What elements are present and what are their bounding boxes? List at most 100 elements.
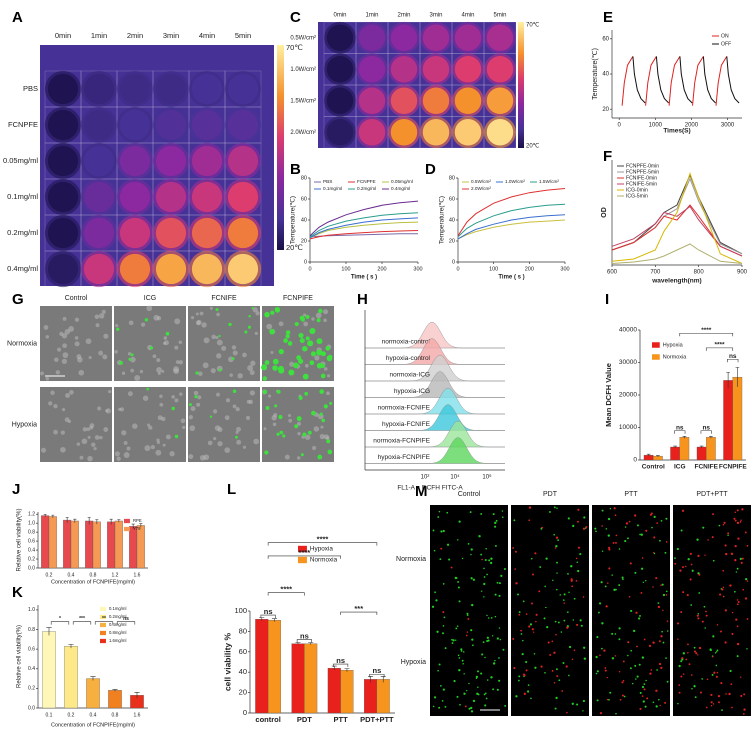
- cell-spot: [300, 453, 304, 457]
- cell-spot: [606, 676, 609, 679]
- cell-spot: [534, 666, 537, 669]
- panel-label: K: [12, 584, 23, 601]
- x-tick-label: ICG: [674, 464, 686, 471]
- cell-spot: [441, 700, 444, 702]
- legend-label: 0.05mg/ml: [391, 179, 413, 184]
- cell-spot: [653, 551, 655, 554]
- cell-spot: [722, 569, 725, 572]
- cell-spot: [50, 390, 55, 395]
- error-bar: [646, 453, 651, 457]
- cell-spot: [622, 578, 624, 580]
- y-tick-label: 40: [239, 667, 247, 676]
- cell-spot: [528, 519, 531, 522]
- y-tick-label: 1.0: [28, 521, 35, 527]
- cell-spot: [480, 553, 483, 556]
- legend-swatch: [100, 638, 106, 644]
- cell-spot: [618, 627, 621, 630]
- cell-spot: [686, 594, 689, 597]
- cell-spot: [74, 341, 80, 347]
- cell-spot: [736, 642, 740, 646]
- cell-spot: [99, 435, 103, 440]
- cell-spot: [652, 586, 654, 588]
- column-label: 1min: [91, 31, 107, 40]
- error-bar: [134, 692, 140, 699]
- cell-spot: [316, 338, 323, 345]
- cell-spot: [522, 600, 525, 603]
- cell-spot: [662, 609, 664, 612]
- bracket: [333, 663, 349, 668]
- cell-spot: [199, 454, 206, 461]
- y-tick-label: 1.2: [28, 512, 35, 518]
- cell-spot: [618, 548, 621, 550]
- y-tick-label: 80: [239, 626, 247, 635]
- cell-spot: [480, 513, 483, 515]
- cell-spot: [283, 338, 288, 343]
- cell-spot: [221, 345, 227, 351]
- cell-spot: [498, 594, 501, 597]
- cell-spot: [544, 585, 547, 588]
- cell-spot: [651, 526, 653, 529]
- cell-spot: [487, 617, 490, 619]
- error-bar: [87, 517, 91, 525]
- cell-spot: [645, 679, 647, 682]
- cell-spot: [516, 593, 520, 596]
- cell-spot: [689, 578, 692, 581]
- cell-spot: [325, 345, 331, 351]
- cell-spot: [634, 664, 637, 667]
- cell-spot: [464, 705, 467, 708]
- cell-spot: [744, 597, 748, 600]
- error-bar: [73, 518, 77, 523]
- cell-spot: [316, 318, 321, 323]
- thermal-spot: [486, 24, 514, 51]
- cell-spot: [515, 695, 518, 698]
- thermal-spot: [47, 253, 79, 285]
- cell-spot: [193, 390, 199, 396]
- x-tick-label: 800: [694, 270, 705, 276]
- cell-spot: [484, 704, 487, 707]
- cell-spot: [521, 652, 524, 656]
- y-tick-label: 80: [301, 175, 307, 181]
- cell-spot: [481, 653, 484, 656]
- x-tick-label: 0: [456, 266, 459, 272]
- x-axis-label: Times(S): [663, 128, 690, 135]
- cell-spot: [562, 662, 565, 665]
- bar: [85, 520, 94, 569]
- cell-spot: [562, 599, 565, 601]
- histogram: [365, 322, 505, 349]
- thermal-spot: [155, 73, 187, 105]
- cell-spot: [606, 698, 609, 701]
- cell-spot: [320, 373, 326, 379]
- cell-spot: [634, 514, 637, 517]
- bar: [255, 619, 269, 714]
- line-series: [611, 171, 743, 264]
- cell-spot: [456, 695, 459, 698]
- cell-spot: [575, 557, 578, 560]
- bar: [108, 690, 122, 709]
- cell-spot: [681, 509, 685, 512]
- legend-label: 0.1mg/ml: [109, 606, 127, 611]
- cell-spot: [611, 657, 615, 660]
- cell-spot: [641, 557, 644, 559]
- y-tick-label: 100: [234, 606, 247, 615]
- cell-spot: [489, 561, 493, 565]
- micrograph: [511, 505, 589, 613]
- cell-spot: [501, 510, 504, 512]
- cell-spot: [621, 576, 624, 579]
- cell-spot: [547, 641, 550, 644]
- row-label: normoxia-control: [382, 339, 431, 346]
- cell-spot: [175, 360, 180, 364]
- cell-spot: [210, 368, 216, 374]
- cell-spot: [209, 415, 213, 418]
- cell-spot: [486, 614, 488, 617]
- bracket: [267, 555, 341, 559]
- cell-spot: [573, 597, 576, 600]
- thermal-spot: [155, 253, 187, 285]
- cell-spot: [674, 562, 677, 565]
- cell-spot: [169, 451, 175, 457]
- thermal-spot: [422, 87, 450, 114]
- cell-spot: [62, 316, 67, 321]
- cell-spot: [623, 695, 626, 698]
- cell-spot: [712, 559, 715, 562]
- cell-spot: [232, 350, 238, 356]
- cell-spot: [62, 343, 68, 349]
